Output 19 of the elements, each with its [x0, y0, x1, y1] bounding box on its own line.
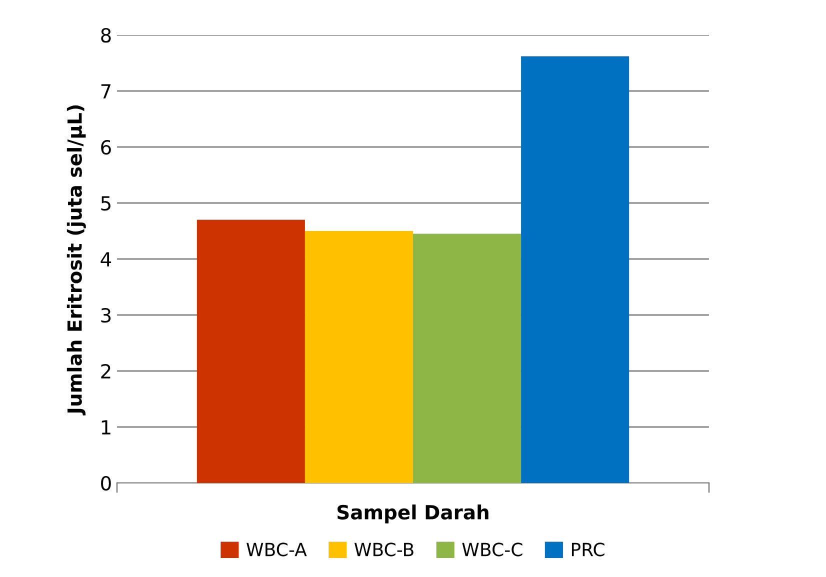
y-tick-label: 6 [101, 140, 111, 155]
y-tick-label: 5 [101, 196, 110, 211]
y-tick-label: 8 [101, 28, 111, 43]
y-tick-label: 3 [101, 308, 111, 323]
x-axis-title: Sampel Darah [338, 504, 488, 524]
legend-label: WBC-B [354, 542, 414, 556]
y-axis-title: Jumlah Eritrosit (juta sel/μL) [66, 105, 86, 416]
legend-label: WBC-A [246, 542, 307, 556]
bar [521, 56, 630, 483]
y-tick-label: 7 [101, 84, 110, 98]
y-tick-label: 0 [101, 476, 111, 491]
y-tick-label: 4 [100, 252, 112, 266]
y-tick-label: 2 [101, 364, 110, 378]
bar [413, 234, 522, 483]
bar [196, 220, 305, 483]
legend-label: WBC-C [462, 542, 522, 556]
legend-label: PRC [572, 542, 604, 556]
bar [304, 231, 413, 483]
y-tick-label: 1 [102, 420, 110, 434]
